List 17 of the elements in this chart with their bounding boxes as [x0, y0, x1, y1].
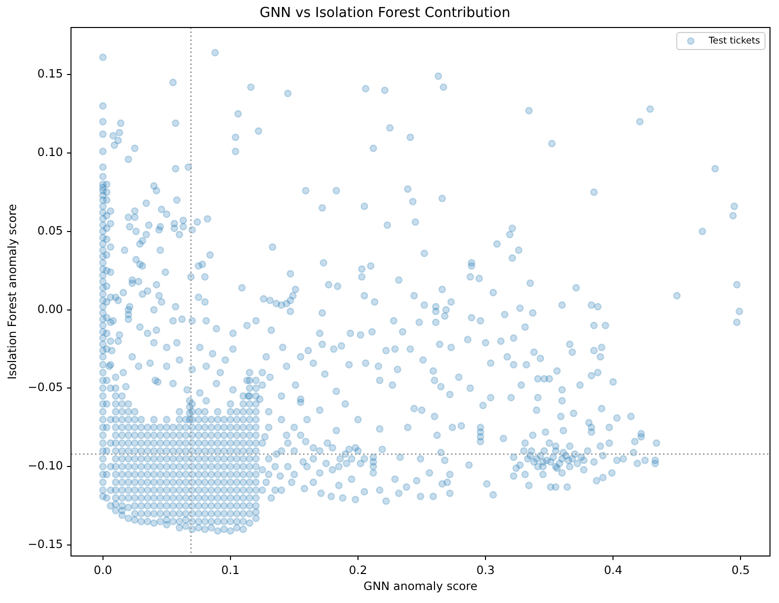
y-tick-label: −0.05: [28, 380, 63, 394]
x-tick-label: 0.0: [94, 562, 112, 577]
x-tick-label: 0.2: [348, 562, 368, 577]
x-axis-title: GNN anomaly score: [364, 579, 478, 594]
y-tick-label: 0.00: [37, 302, 63, 316]
x-tick-label: 0.5: [732, 562, 750, 577]
x-tick-label: 0.1: [221, 562, 240, 577]
chart-title: GNN vs Isolation Forest Contribution: [260, 4, 510, 21]
y-axis-title: Isolation Forest anomaly score: [4, 204, 19, 380]
y-tick-label: 0.15: [37, 66, 63, 81]
y-tick-label: −0.10: [28, 458, 63, 473]
legend-label: Test tickets: [708, 35, 760, 46]
x-tick-label: 0.3: [476, 562, 495, 577]
y-tick-label: 0.10: [37, 144, 63, 159]
y-tick-label: −0.15: [28, 537, 63, 552]
y-tick-label: 0.05: [37, 223, 63, 238]
x-tick-label: 0.4: [604, 562, 622, 577]
